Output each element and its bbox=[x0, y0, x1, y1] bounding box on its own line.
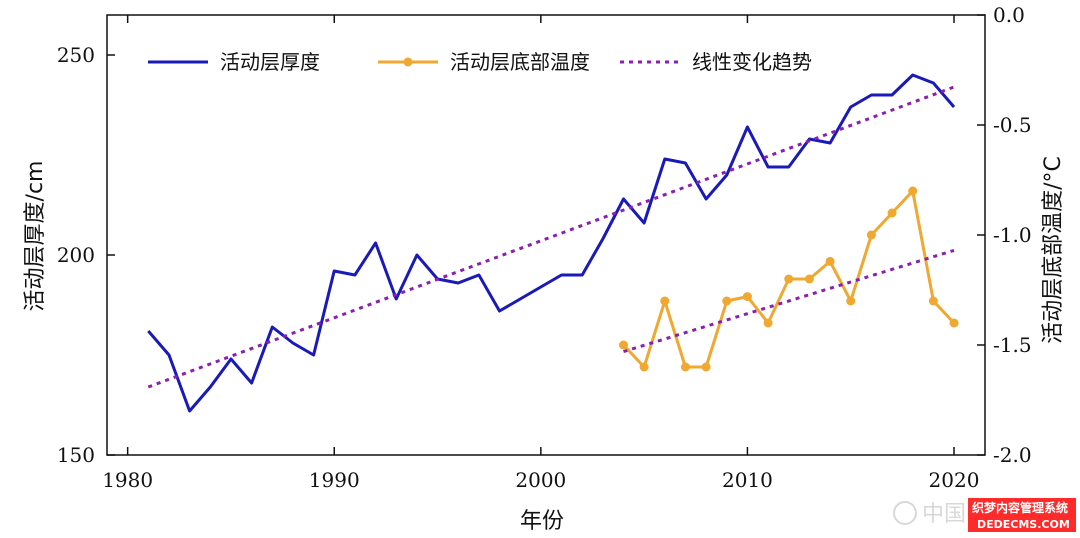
y-right-tick-label: -1.5 bbox=[993, 333, 1032, 357]
legend-label-0: 活动层厚度 bbox=[220, 50, 320, 74]
legend-label-1: 活动层底部温度 bbox=[450, 50, 590, 74]
series-point-1 bbox=[660, 296, 670, 306]
axes: 1980 1990 2000 2010 2020 150 200 250 -2.0 -1.5 -1.… bbox=[57, 3, 1032, 492]
x-tick-label: 1990 bbox=[309, 468, 360, 492]
series-point-1 bbox=[825, 256, 835, 266]
series-point-1 bbox=[680, 362, 690, 372]
series-point-1 bbox=[804, 274, 814, 284]
watermark-line2: DEDECMS.COM bbox=[977, 518, 1070, 531]
series-point-1 bbox=[618, 340, 628, 350]
x-axis-title: 年份 bbox=[520, 509, 564, 534]
legend-label-2: 线性变化趋势 bbox=[692, 50, 812, 74]
watermark-line1: 织梦内容管理系统 bbox=[972, 500, 1068, 515]
y-axis-left-title: 活动层厚度/cm bbox=[23, 161, 48, 312]
series-point-1 bbox=[722, 296, 732, 306]
y-axis-right-title: 活动层底部温度/°C bbox=[1041, 156, 1066, 344]
weibo-logo-icon bbox=[893, 501, 917, 525]
series-point-1 bbox=[928, 296, 938, 306]
series-point-1 bbox=[784, 274, 794, 284]
legend: 活动层厚度 活动层底部温度 线性变化趋势 bbox=[148, 50, 812, 74]
plot-frame bbox=[106, 14, 986, 456]
x-tick-label: 2020 bbox=[929, 468, 980, 492]
series-point-1 bbox=[763, 318, 773, 328]
y-right-tick-label: -1.0 bbox=[993, 223, 1032, 247]
x-tick-label: 2000 bbox=[515, 468, 566, 492]
watermark-badge bbox=[968, 498, 1076, 532]
series-point-1 bbox=[866, 230, 876, 240]
series-point-1 bbox=[701, 362, 711, 372]
x-tick-label: 1980 bbox=[102, 468, 153, 492]
series-line-2 bbox=[147, 85, 955, 389]
series-line-0 bbox=[147, 73, 956, 413]
y-right-tick-label: -2.0 bbox=[993, 443, 1032, 467]
watermark-cn: 中国 bbox=[922, 502, 966, 527]
y-left-tick-label: 150 bbox=[57, 443, 95, 467]
y-right-tick-label: 0.0 bbox=[993, 3, 1025, 27]
legend-marker-1 bbox=[403, 57, 413, 67]
series-point-1 bbox=[887, 208, 897, 218]
series-point-1 bbox=[846, 296, 856, 306]
series-point-1 bbox=[639, 362, 649, 372]
y-left-tick-label: 200 bbox=[57, 243, 95, 267]
y-right-tick-label: -0.5 bbox=[993, 113, 1032, 137]
plot-area bbox=[147, 73, 959, 413]
y-left-tick-label: 250 bbox=[57, 43, 95, 67]
watermark: 中国 织梦内容管理系统 DEDECMS.COM bbox=[893, 498, 1076, 532]
x-tick-label: 2010 bbox=[722, 468, 773, 492]
series-point-1 bbox=[908, 186, 918, 196]
series-point-1 bbox=[949, 318, 959, 328]
series-point-1 bbox=[742, 292, 752, 302]
series-line-3 bbox=[623, 248, 955, 354]
